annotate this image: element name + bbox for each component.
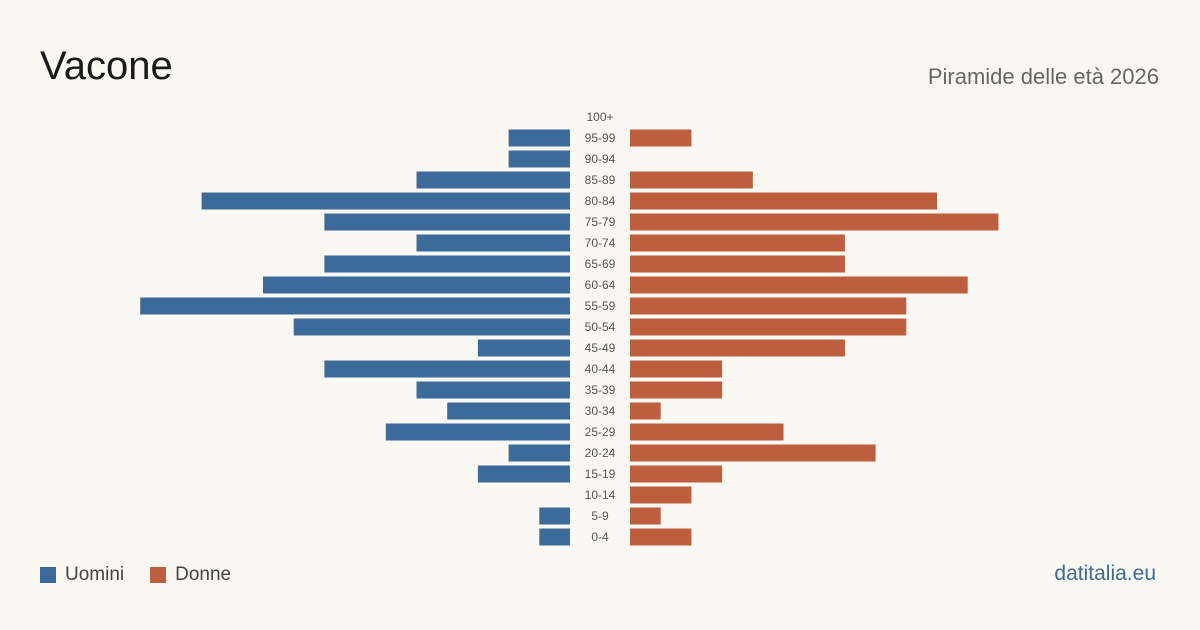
legend-label-women: Donne bbox=[175, 564, 232, 585]
age-group-label: 70-74 bbox=[585, 236, 616, 250]
age-group-label: 30-34 bbox=[585, 404, 616, 418]
brand-link[interactable]: datitalia.eu bbox=[1054, 562, 1156, 585]
bar-women-70-74 bbox=[630, 234, 845, 252]
bar-women-95-99 bbox=[630, 129, 692, 147]
age-group-label: 0-4 bbox=[591, 530, 609, 544]
bar-women-15-19 bbox=[630, 465, 723, 483]
age-group-label: 100+ bbox=[586, 110, 613, 124]
bar-women-75-79 bbox=[630, 213, 999, 231]
age-group-label: 50-54 bbox=[585, 320, 616, 334]
bar-men-15-19 bbox=[477, 465, 570, 483]
bar-women-85-89 bbox=[630, 171, 753, 189]
bar-men-95-99 bbox=[508, 129, 570, 147]
age-group-label: 75-79 bbox=[585, 215, 616, 229]
age-group-label: 35-39 bbox=[585, 383, 616, 397]
age-group-label: 65-69 bbox=[585, 257, 616, 271]
age-group-label: 5-9 bbox=[591, 509, 609, 523]
bar-women-5-9 bbox=[630, 507, 661, 525]
age-group-label: 55-59 bbox=[585, 299, 616, 313]
bar-men-45-49 bbox=[477, 339, 570, 357]
legend-swatch-men bbox=[40, 567, 56, 583]
bar-men-0-4 bbox=[539, 528, 570, 546]
bar-men-90-94 bbox=[508, 150, 570, 168]
bar-men-85-89 bbox=[416, 171, 570, 189]
age-group-label: 80-84 bbox=[585, 194, 616, 208]
bar-women-40-44 bbox=[630, 360, 723, 378]
legend-label-men: Uomini bbox=[65, 564, 125, 585]
bar-women-60-64 bbox=[630, 276, 968, 294]
legend: Uomini Donne bbox=[40, 564, 257, 586]
bar-women-30-34 bbox=[630, 402, 661, 420]
bar-men-65-69 bbox=[324, 255, 570, 273]
legend-item-women: Donne bbox=[150, 564, 231, 586]
bar-men-35-39 bbox=[416, 381, 570, 399]
bar-men-5-9 bbox=[539, 507, 570, 525]
age-group-label: 95-99 bbox=[585, 131, 616, 145]
bar-women-50-54 bbox=[630, 318, 907, 336]
age-group-label: 60-64 bbox=[585, 278, 616, 292]
bar-women-55-59 bbox=[630, 297, 907, 315]
bar-women-20-24 bbox=[630, 444, 876, 462]
age-group-label: 20-24 bbox=[585, 446, 616, 460]
age-group-label: 10-14 bbox=[585, 488, 616, 502]
bar-men-70-74 bbox=[416, 234, 570, 252]
page-title: Vacone bbox=[40, 44, 173, 88]
bar-men-75-79 bbox=[324, 213, 570, 231]
bar-men-40-44 bbox=[324, 360, 570, 378]
bar-women-35-39 bbox=[630, 381, 723, 399]
age-group-label: 90-94 bbox=[585, 152, 616, 166]
bar-men-60-64 bbox=[263, 276, 570, 294]
legend-swatch-women bbox=[150, 567, 167, 583]
bar-women-45-49 bbox=[630, 339, 845, 357]
legend-item-men: Uomini bbox=[40, 564, 124, 586]
bar-men-25-29 bbox=[385, 423, 570, 441]
bar-women-10-14 bbox=[630, 486, 692, 504]
bar-men-55-59 bbox=[140, 297, 570, 315]
bar-men-80-84 bbox=[201, 192, 570, 210]
age-group-label: 85-89 bbox=[585, 173, 616, 187]
bar-men-50-54 bbox=[293, 318, 570, 336]
bar-men-20-24 bbox=[508, 444, 570, 462]
bar-men-30-34 bbox=[447, 402, 570, 420]
bar-women-65-69 bbox=[630, 255, 845, 273]
bar-women-80-84 bbox=[630, 192, 937, 210]
age-group-label: 15-19 bbox=[585, 467, 616, 481]
bar-women-25-29 bbox=[630, 423, 784, 441]
chart-subtitle: Piramide delle età 2026 bbox=[927, 64, 1159, 89]
age-group-label: 45-49 bbox=[585, 341, 616, 355]
bar-women-0-4 bbox=[630, 528, 692, 546]
age-group-label: 25-29 bbox=[585, 425, 616, 439]
age-group-label: 40-44 bbox=[585, 362, 616, 376]
